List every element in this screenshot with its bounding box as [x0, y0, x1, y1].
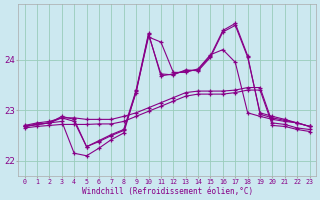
X-axis label: Windchill (Refroidissement éolien,°C): Windchill (Refroidissement éolien,°C) [82, 187, 253, 196]
